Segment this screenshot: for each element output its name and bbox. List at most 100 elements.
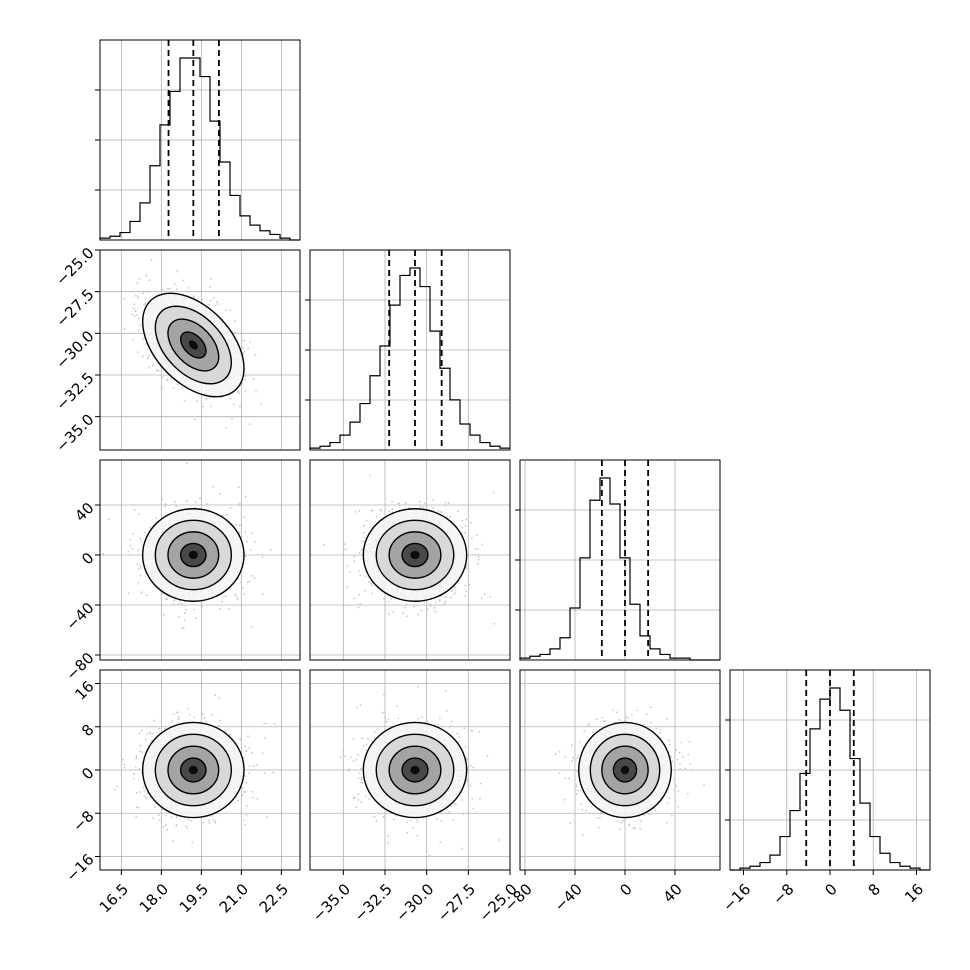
sample-point bbox=[240, 406, 243, 408]
sample-point bbox=[177, 616, 180, 618]
y-tick-label: 0 bbox=[78, 549, 97, 568]
sample-point bbox=[241, 339, 243, 342]
sample-point bbox=[201, 299, 204, 301]
sample-point bbox=[134, 765, 137, 768]
sample-point bbox=[137, 329, 140, 332]
sample-point bbox=[235, 524, 237, 526]
sample-point bbox=[194, 506, 196, 509]
sample-point bbox=[448, 810, 451, 813]
sample-point bbox=[413, 605, 416, 608]
y-tick-label: 8 bbox=[78, 721, 97, 740]
sample-point bbox=[155, 369, 158, 371]
y-tick-label: −16 bbox=[62, 850, 97, 885]
sample-point bbox=[164, 503, 167, 506]
sample-point bbox=[382, 597, 385, 600]
sample-point bbox=[648, 813, 651, 816]
sample-point bbox=[357, 606, 360, 609]
sample-point bbox=[355, 706, 358, 709]
sample-point bbox=[133, 303, 136, 305]
y-tick-label: −8 bbox=[69, 807, 97, 835]
sample-point bbox=[402, 612, 405, 615]
sample-point bbox=[152, 732, 155, 735]
sample-point bbox=[133, 508, 136, 511]
sample-point bbox=[148, 526, 151, 529]
sample-point bbox=[244, 555, 247, 558]
sample-point bbox=[655, 727, 658, 730]
sample-point bbox=[432, 506, 435, 509]
sample-point bbox=[423, 601, 426, 604]
sample-point bbox=[225, 514, 228, 516]
sample-point bbox=[231, 417, 233, 420]
sample-point bbox=[173, 599, 176, 602]
sample-point bbox=[405, 502, 407, 505]
sample-point bbox=[255, 391, 257, 393]
sample-point bbox=[185, 500, 188, 503]
sample-point bbox=[265, 722, 268, 725]
sample-point bbox=[248, 423, 251, 426]
sample-point bbox=[425, 504, 427, 507]
sample-point bbox=[189, 714, 191, 716]
sample-point bbox=[323, 543, 326, 546]
sample-point bbox=[643, 723, 645, 726]
sample-point bbox=[371, 592, 373, 595]
sample-point bbox=[461, 799, 463, 801]
sample-point bbox=[175, 288, 178, 291]
x-tick-label: 18.0 bbox=[136, 880, 172, 916]
sample-point bbox=[239, 405, 241, 408]
sample-point bbox=[365, 749, 367, 752]
sample-point bbox=[387, 841, 389, 844]
sample-point bbox=[465, 518, 468, 521]
sample-point bbox=[134, 310, 137, 312]
sample-point bbox=[439, 717, 441, 720]
sample-point bbox=[154, 806, 157, 808]
axes-frame bbox=[99, 39, 301, 241]
sample-point bbox=[140, 540, 143, 543]
sample-point bbox=[173, 282, 176, 285]
sample-point bbox=[464, 745, 467, 748]
sample-point bbox=[471, 730, 474, 732]
y-tick-label: 0 bbox=[78, 764, 97, 783]
sample-point bbox=[229, 309, 232, 311]
sample-point bbox=[201, 713, 204, 716]
sample-point bbox=[212, 485, 215, 488]
sample-point bbox=[471, 537, 473, 539]
sample-point bbox=[444, 602, 446, 604]
sample-point bbox=[464, 584, 466, 587]
sample-point bbox=[363, 745, 365, 747]
sample-point bbox=[406, 821, 408, 824]
sample-point bbox=[175, 505, 178, 507]
sample-point bbox=[162, 613, 165, 616]
sample-point bbox=[251, 751, 253, 754]
sample-point bbox=[216, 303, 219, 305]
sample-point bbox=[161, 288, 164, 291]
sample-point bbox=[174, 501, 177, 503]
sample-point bbox=[474, 547, 477, 550]
sample-point bbox=[193, 296, 196, 299]
sample-point bbox=[143, 795, 146, 797]
sample-point bbox=[466, 781, 469, 783]
sample-point bbox=[165, 598, 168, 601]
sample-point bbox=[475, 534, 478, 537]
sample-point bbox=[248, 580, 251, 583]
sample-point bbox=[426, 721, 429, 724]
sample-point bbox=[370, 509, 373, 512]
sample-point bbox=[177, 718, 180, 720]
sample-point bbox=[348, 768, 351, 771]
sample-point bbox=[442, 725, 444, 728]
sample-point bbox=[210, 405, 212, 408]
sample-point bbox=[217, 724, 220, 727]
sample-point bbox=[477, 558, 480, 561]
sample-point bbox=[195, 501, 197, 504]
sample-point bbox=[239, 738, 242, 741]
sample-point bbox=[251, 532, 253, 534]
sample-point bbox=[234, 320, 236, 323]
sample-point bbox=[143, 531, 146, 534]
sample-point bbox=[236, 799, 239, 802]
x-tick-label: −27.5 bbox=[434, 880, 479, 925]
sample-point bbox=[141, 729, 144, 732]
sample-point bbox=[145, 797, 148, 799]
histogram-panel-0 bbox=[95, 39, 301, 241]
sample-point bbox=[261, 556, 264, 559]
sample-point bbox=[669, 743, 671, 746]
sample-point bbox=[202, 405, 204, 408]
